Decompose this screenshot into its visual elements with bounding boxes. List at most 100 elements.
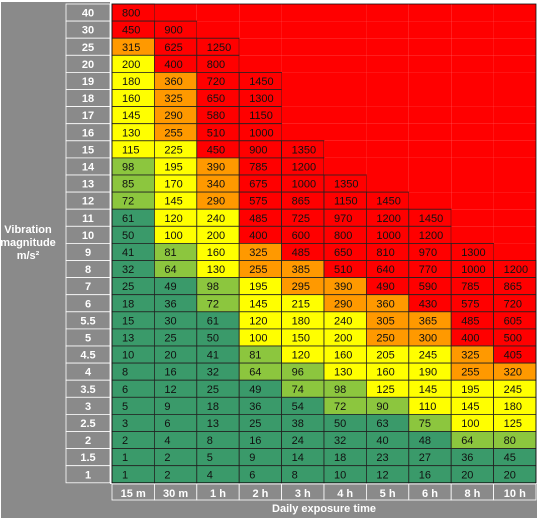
heatmap-cell-label: 340 <box>207 179 225 191</box>
heatmap-cell-label: 98 <box>207 281 219 293</box>
y-tick-label: 25 <box>82 42 94 54</box>
heatmap-cell-label: 650 <box>207 93 225 105</box>
y-axis-title: Vibration magnitude m/s² <box>0 224 56 262</box>
heatmap-cell-label: 85 <box>122 179 134 191</box>
heatmap-cell-label: 970 <box>419 247 437 259</box>
heatmap-cell-label: 32 <box>207 367 219 379</box>
heatmap-empty-cell <box>493 55 536 73</box>
heatmap-cell-label: 130 <box>334 367 352 379</box>
heatmap-cell-label: 770 <box>419 264 437 276</box>
heatmap-cell <box>111 431 155 450</box>
heatmap-cell-label: 225 <box>164 144 182 156</box>
heatmap-empty-cell <box>408 55 452 73</box>
heatmap-cell-label: 400 <box>461 332 479 344</box>
heatmap-cell-label: 255 <box>249 264 267 276</box>
heatmap-cell-label: 1350 <box>292 144 316 156</box>
heatmap-cell-label: 240 <box>207 213 225 225</box>
y-tick-label: 12 <box>82 196 94 208</box>
y-tick-label: 14 <box>82 161 95 173</box>
heatmap-cell-label: 490 <box>376 281 394 293</box>
heatmap-empty-cell <box>281 89 324 107</box>
heatmap-cell <box>111 379 155 398</box>
y-axis-title-line-2: magnitude <box>0 237 56 249</box>
heatmap-empty-cell <box>493 192 536 210</box>
heatmap-cell-label: 180 <box>504 401 522 413</box>
heatmap-cell-label: 160 <box>334 350 352 362</box>
heatmap-cell-label: 1200 <box>292 161 316 173</box>
heatmap-cell <box>153 413 198 432</box>
heatmap-empty-cell <box>366 157 409 175</box>
y-tick-label: 20 <box>82 59 94 71</box>
y-axis-title-line-3: m/s² <box>17 250 40 262</box>
heatmap-cell-label: 800 <box>122 8 140 20</box>
y-tick-label: 18 <box>82 93 94 105</box>
heatmap-cell-label: 81 <box>249 350 261 362</box>
heatmap-cell-label: 160 <box>207 247 225 259</box>
heatmap-cell-label: 20 <box>461 469 473 481</box>
heatmap-cell-label: 30 <box>164 315 176 327</box>
heatmap-empty-cell <box>366 38 409 56</box>
heatmap-empty-cell <box>366 140 409 158</box>
heatmap-cell-label: 80 <box>504 435 516 447</box>
x-tick-label: 15 m <box>121 488 146 500</box>
heatmap-cell-label: 500 <box>504 332 522 344</box>
heatmap-empty-cell <box>493 106 536 124</box>
heatmap-cell-label: 145 <box>164 196 182 208</box>
heatmap-empty-cell <box>408 123 452 141</box>
heatmap-empty-cell <box>493 175 536 193</box>
heatmap-cell-label: 325 <box>249 247 267 259</box>
heatmap-cell-label: 360 <box>164 76 182 88</box>
heatmap-cell-label: 900 <box>164 25 182 37</box>
heatmap-empty-cell <box>239 21 282 39</box>
heatmap-cell-label: 450 <box>122 25 140 37</box>
heatmap-empty-cell <box>366 72 409 90</box>
heatmap-cell-label: 300 <box>419 332 437 344</box>
heatmap-cell-label: 61 <box>207 315 219 327</box>
heatmap-cell-label: 100 <box>164 230 182 242</box>
heatmap-cell-label: 25 <box>207 384 219 396</box>
heatmap-empty-cell <box>451 38 494 56</box>
heatmap-cells <box>111 3 537 484</box>
heatmap-empty-cell <box>493 89 536 107</box>
heatmap-cell-label: 580 <box>207 110 225 122</box>
heatmap-cell-label: 41 <box>207 350 219 362</box>
heatmap-empty-cell <box>324 72 367 90</box>
heatmap-empty-cell <box>366 21 409 39</box>
heatmap-cell-label: 485 <box>249 213 267 225</box>
heatmap-cell-label: 785 <box>249 161 267 173</box>
x-tick-box <box>493 483 537 501</box>
heatmap-cell-label: 390 <box>207 161 225 173</box>
heatmap-cell-label: 290 <box>164 110 182 122</box>
heatmap-cell-label: 18 <box>207 401 219 413</box>
heatmap-cell-label: 13 <box>122 332 134 344</box>
x-tick-label: 2 h <box>252 488 268 500</box>
heatmap-cell-label: 145 <box>419 384 437 396</box>
heatmap-empty-cell <box>281 55 324 73</box>
heatmap-empty-cell <box>281 123 324 141</box>
heatmap-cell-label: 50 <box>122 230 134 242</box>
heatmap-cell-label: 190 <box>419 367 437 379</box>
heatmap-cell-label: 3 <box>122 418 128 430</box>
heatmap-cell-label: 98 <box>334 384 346 396</box>
heatmap-empty-cell <box>366 89 409 107</box>
heatmap-cell-label: 54 <box>292 401 304 413</box>
heatmap-cell-label: 49 <box>249 384 261 396</box>
heatmap-cell-label: 18 <box>334 452 346 464</box>
heatmap-cell-label: 145 <box>461 401 479 413</box>
heatmap-cell-label: 320 <box>504 367 522 379</box>
heatmap-empty-cell <box>324 55 367 73</box>
heatmap-cell-label: 400 <box>164 59 182 71</box>
heatmap-empty-cell <box>408 21 452 39</box>
heatmap-empty-cell <box>281 4 324 22</box>
heatmap-cell <box>153 465 198 484</box>
heatmap-cell-label: 98 <box>122 161 134 173</box>
heatmap-cell-label: 1150 <box>334 196 358 208</box>
heatmap-cell-label: 130 <box>122 127 140 139</box>
heatmap-cell <box>111 362 155 381</box>
y-tick-label: 5.5 <box>80 315 95 327</box>
y-tick-label: 3.5 <box>80 384 95 396</box>
heatmap-cell <box>196 431 240 450</box>
heatmap-empty-cell <box>366 106 409 124</box>
